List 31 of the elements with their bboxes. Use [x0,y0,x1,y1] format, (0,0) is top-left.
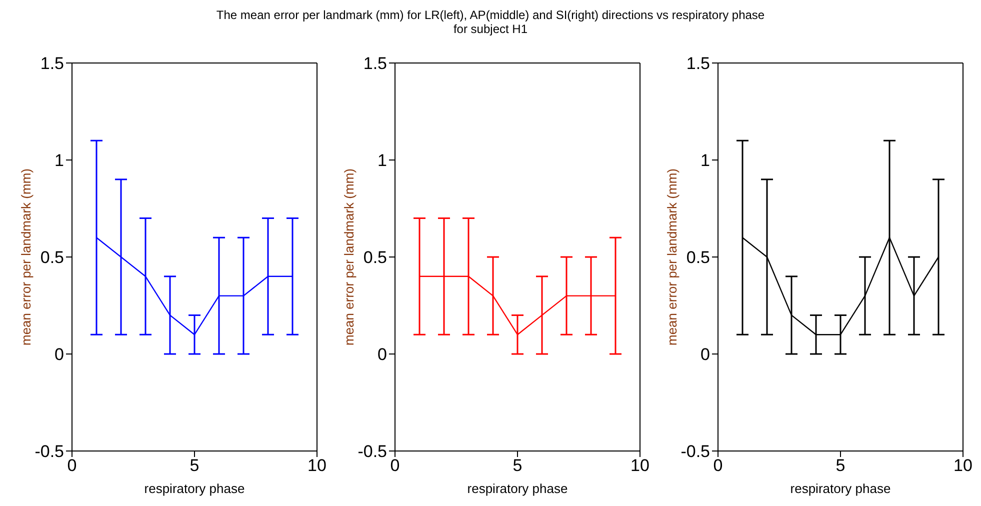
x-tick-label: 10 [308,456,326,476]
y-tick-label: 1.5 [686,54,710,74]
y-axis-title: mean error per landmark (mm) [342,168,357,346]
x-tick-label: 0 [713,456,723,476]
x-tick-label: 5 [190,456,200,476]
x-tick-label: 5 [836,456,846,476]
y-tick-label: -0.5 [358,442,387,462]
y-tick-label: 1 [700,151,710,170]
y-tick-label: 1 [378,151,387,170]
x-axis-title: respiratory phase [790,481,891,496]
y-tick-label: 0 [378,345,387,364]
y-tick-label: -0.5 [680,442,710,462]
y-axis-title: mean error per landmark (mm) [664,168,680,346]
y-tick-label: 0 [54,345,64,364]
y-tick-label: 1 [54,151,64,170]
x-tick-label: 5 [512,456,522,476]
x-tick-label: 0 [390,456,400,476]
y-tick-label: -0.5 [34,442,64,462]
y-axis-title: mean error per landmark (mm) [18,168,34,346]
x-axis-title: respiratory phase [467,481,568,496]
x-tick-label: 10 [630,456,650,476]
x-tick-label: 0 [67,456,77,476]
y-tick-label: 1.5 [40,54,64,74]
x-axis-title: respiratory phase [144,481,245,496]
y-tick-label: 0.5 [686,248,710,268]
y-tick-label: 1.5 [363,54,387,74]
y-tick-label: 0 [700,345,710,364]
x-tick-label: 10 [954,456,972,476]
y-tick-label: 0.5 [363,248,387,268]
text: The mean error per landmark (mm) for LR(left), AP(middle) and SI(right) directions vs respiratory phase for subject H1 [215,8,766,36]
y-tick-label: 0.5 [40,248,64,268]
